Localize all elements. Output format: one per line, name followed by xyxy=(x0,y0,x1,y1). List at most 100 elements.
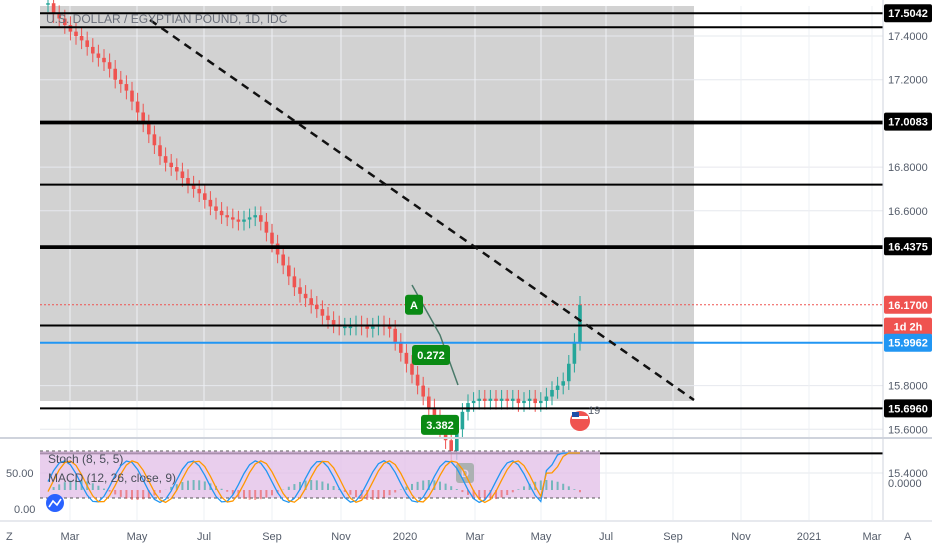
candle-body xyxy=(539,400,543,404)
candle-body xyxy=(169,162,173,168)
candle-body xyxy=(309,298,313,305)
macd-histogram-bar xyxy=(343,490,346,492)
candle-body xyxy=(158,145,162,157)
macd-histogram-bar xyxy=(467,490,469,495)
macd-y-tick-right: 0.0000 xyxy=(888,478,922,490)
candle-body xyxy=(471,400,476,404)
candle-body xyxy=(74,31,78,36)
candle-body xyxy=(488,398,493,401)
macd-histogram-bar xyxy=(175,484,178,490)
candle-body xyxy=(421,385,425,397)
macd-histogram-bar xyxy=(377,490,380,500)
macd-histogram-bar xyxy=(226,490,229,492)
candle-body xyxy=(303,293,308,299)
stoch-k-line xyxy=(47,452,580,504)
macd-histogram-bar xyxy=(455,489,458,490)
y-tick-label: 16.6000 xyxy=(888,206,928,218)
macd-histogram-bar xyxy=(299,481,301,490)
macd-histogram-bar xyxy=(265,490,268,498)
stoch-label[interactable]: Stoch (8, 5, 5) xyxy=(48,452,123,466)
macd-histogram-bar xyxy=(248,490,251,500)
macd-histogram-bar xyxy=(411,483,413,490)
x-ticks: Mar May Jul Sep Nov 2020 Mar May Jul Sep Nov 2021 Ma… xyxy=(61,531,882,543)
corner-left-button[interactable]: Z xyxy=(6,531,13,543)
macd-histogram-bar xyxy=(136,490,139,500)
macd-histogram-bar xyxy=(562,483,565,490)
macd-histogram-bar xyxy=(108,490,111,492)
macd-histogram-bar xyxy=(203,481,206,490)
macd-histogram-bar xyxy=(58,484,61,490)
candle-body xyxy=(533,398,537,404)
corner-right-button[interactable]: A xyxy=(904,531,912,543)
pattern-tag-label: 3.382 xyxy=(426,420,454,432)
candle-body xyxy=(46,3,50,5)
macd-histogram-bar xyxy=(556,481,559,490)
candle-body xyxy=(567,363,571,382)
x-tick-label: Sep xyxy=(663,531,683,543)
candle-body xyxy=(79,36,84,41)
macd-histogram-bar xyxy=(388,490,391,496)
candle-body xyxy=(477,398,481,401)
y-tick-label: 16.8000 xyxy=(888,162,928,174)
candle-body xyxy=(415,374,420,386)
macd-histogram-bar xyxy=(321,481,324,490)
macd-histogram-bar xyxy=(461,490,464,493)
candle-body xyxy=(544,396,549,401)
candle-body xyxy=(175,167,179,172)
x-tick-label: Sep xyxy=(262,531,282,543)
candle-body xyxy=(231,217,235,220)
candle-body xyxy=(124,84,129,91)
macd-histogram-bar xyxy=(304,480,307,490)
macd-histogram-bar xyxy=(500,490,503,498)
macd-histogram-bar xyxy=(478,490,481,499)
candle-body xyxy=(259,215,263,222)
x-tick-label: Jul xyxy=(197,531,211,543)
macd-label[interactable]: MACD (12, 26, close, 9) xyxy=(48,471,176,485)
candle-body xyxy=(561,381,565,386)
macd-histogram-bar xyxy=(422,480,425,490)
candle-body xyxy=(270,232,274,244)
macd-histogram-bar xyxy=(495,490,497,500)
price-label: 17.5042 xyxy=(888,8,928,20)
candle-body xyxy=(516,398,521,404)
candle-body xyxy=(404,352,409,364)
candle-body xyxy=(427,396,431,408)
macd-histogram-bar xyxy=(450,486,453,490)
candle-body xyxy=(505,398,509,401)
candle-body xyxy=(107,62,112,69)
macd-histogram-bar xyxy=(192,480,195,490)
candle-body xyxy=(320,309,325,316)
pattern-tag-label: 0.272 xyxy=(417,350,445,362)
candle-body xyxy=(432,407,437,419)
macd-histogram-bar xyxy=(287,486,290,490)
macd-histogram-bar xyxy=(405,486,408,490)
macd-histogram-bar xyxy=(366,490,369,500)
macd-histogram-bar xyxy=(131,490,133,500)
macd-histogram-bar xyxy=(573,489,576,490)
macd-histogram-bar xyxy=(293,484,296,490)
candle-body xyxy=(331,320,336,325)
chart-title: U.S. DOLLAR / EGYPTIAN POUND, 1D, IDC xyxy=(46,12,288,26)
price-label: 15.6960 xyxy=(888,403,928,415)
macd-histogram-bar xyxy=(383,490,385,498)
macd-histogram-bar xyxy=(159,490,161,493)
macd-histogram-bar xyxy=(551,480,553,490)
macd-histogram-bar xyxy=(254,490,257,500)
macd-histogram-bar xyxy=(327,483,329,490)
macd-histogram-bar xyxy=(243,490,245,499)
macd-histogram-bar xyxy=(119,490,122,497)
x-tick-label: 2021 xyxy=(797,531,821,543)
trend-line[interactable] xyxy=(149,18,695,402)
candle-body xyxy=(197,188,201,194)
macd-histogram-bar xyxy=(69,480,72,490)
tradingview-logo-icon[interactable] xyxy=(46,494,64,512)
candle-body xyxy=(63,18,67,26)
candle-body xyxy=(572,341,577,364)
stoch-y-tick: 50.00 xyxy=(6,468,34,480)
candle-body xyxy=(135,101,140,113)
macd-histogram-bar xyxy=(528,483,531,490)
macd-histogram-bar xyxy=(567,486,570,490)
candle-body xyxy=(163,156,168,163)
y-axis[interactable] xyxy=(883,0,932,520)
